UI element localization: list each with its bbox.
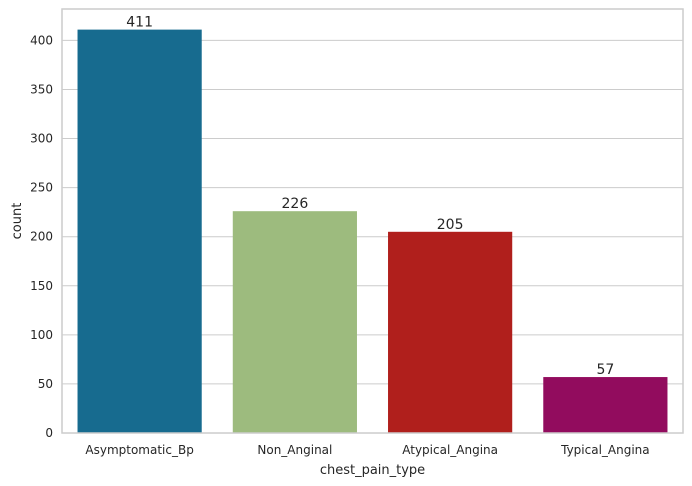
y-tick-label: 400: [30, 33, 53, 47]
bar: [543, 377, 668, 433]
bar-value-label: 205: [437, 217, 464, 233]
y-tick-label: 250: [30, 181, 53, 195]
y-tick-label: 50: [38, 377, 53, 391]
y-tick-label: 200: [30, 230, 53, 244]
x-tick-label: Asymptomatic_Bp: [85, 443, 193, 457]
y-axis-ticks: 0 50 100 150 200 250 300 350 400: [30, 33, 53, 440]
y-tick-label: 150: [30, 279, 53, 293]
x-tick-label: Typical_Angina: [560, 443, 650, 457]
bar: [232, 211, 357, 433]
bar: [388, 231, 513, 433]
y-tick-label: 0: [45, 426, 53, 440]
bar-value-label: 57: [596, 362, 614, 378]
x-tick-label: Atypical_Angina: [402, 443, 498, 457]
bar-value-label: 226: [282, 196, 309, 212]
bar: [77, 29, 202, 433]
bar-value-label: 411: [126, 15, 153, 31]
plot-frame: [61, 8, 684, 434]
data-labels: 411 226 205 57: [126, 15, 614, 378]
y-tick-label: 100: [30, 328, 53, 342]
y-tick-label: 300: [30, 132, 53, 146]
x-axis-title: chest_pain_type: [320, 463, 425, 478]
bars: [77, 29, 668, 433]
y-axis-title: count: [10, 203, 25, 240]
x-axis-ticks: Asymptomatic_Bp Non_Anginal Atypical_Angin…: [85, 443, 649, 457]
x-tick-label: Non_Anginal: [257, 443, 332, 457]
y-tick-label: 350: [30, 82, 53, 96]
